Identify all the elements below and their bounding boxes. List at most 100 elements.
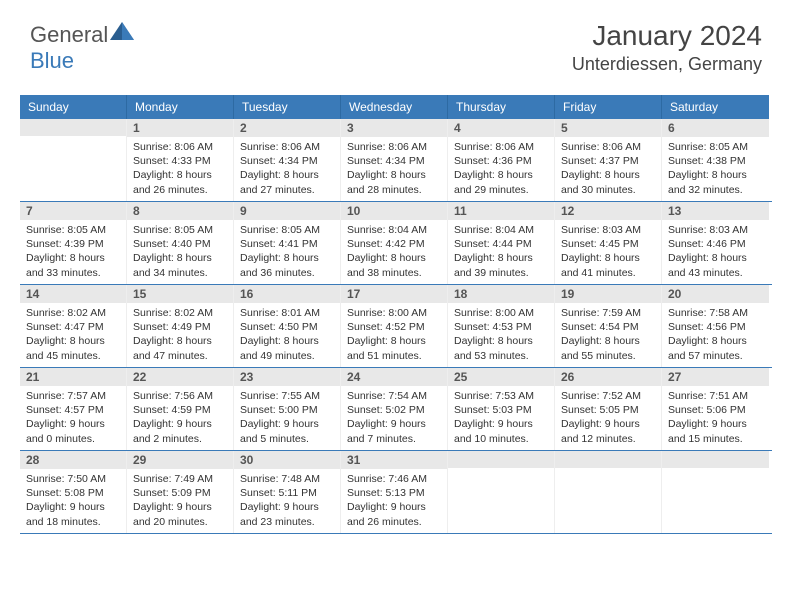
- sunset-text: Sunset: 5:00 PM: [240, 403, 334, 417]
- sunrise-text: Sunrise: 7:58 AM: [668, 306, 763, 320]
- daylight-text: Daylight: 9 hours and 23 minutes.: [240, 500, 334, 528]
- sunset-text: Sunset: 4:56 PM: [668, 320, 763, 334]
- daylight-text: Daylight: 9 hours and 26 minutes.: [347, 500, 441, 528]
- sunrise-text: Sunrise: 8:02 AM: [26, 306, 120, 320]
- day-number: 13: [662, 202, 769, 220]
- day-number: 19: [555, 285, 661, 303]
- day-cell: 25 Sunrise: 7:53 AMSunset: 5:03 PMDayligh…: [448, 368, 555, 450]
- sunrise-text: Sunrise: 7:56 AM: [133, 389, 227, 403]
- day-number-empty: [20, 119, 126, 136]
- day-cell: 11 Sunrise: 8:04 AMSunset: 4:44 PMDayligh…: [448, 202, 555, 284]
- day-info: Sunrise: 8:03 AMSunset: 4:45 PMDaylight:…: [561, 223, 655, 280]
- day-info: Sunrise: 8:02 AMSunset: 4:49 PMDaylight:…: [133, 306, 227, 363]
- sunrise-text: Sunrise: 7:59 AM: [561, 306, 655, 320]
- day-cell: 24Sunrise: 7:54 AMSunset: 5:02 PMDayligh…: [341, 368, 448, 450]
- day-cell: 14Sunrise: 8:02 AMSunset: 4:47 PMDayligh…: [20, 285, 127, 367]
- sunset-text: Sunset: 4:45 PM: [561, 237, 655, 251]
- day-info: Sunrise: 8:05 AMSunset: 4:40 PMDaylight:…: [133, 223, 227, 280]
- daylight-text: Daylight: 9 hours and 7 minutes.: [347, 417, 441, 445]
- week-row: 1Sunrise: 8:06 AMSunset: 4:33 PMDaylight…: [20, 119, 772, 202]
- day-number: 11: [448, 202, 554, 220]
- day-cell: 2Sunrise: 8:06 AMSunset: 4:34 PMDaylight…: [234, 119, 341, 201]
- day-info: Sunrise: 8:05 AMSunset: 4:41 PMDaylight:…: [240, 223, 334, 280]
- sunrise-text: Sunrise: 7:53 AM: [454, 389, 548, 403]
- sunset-text: Sunset: 4:41 PM: [240, 237, 334, 251]
- sunset-text: Sunset: 4:47 PM: [26, 320, 120, 334]
- week-row: 7Sunrise: 8:05 AMSunset: 4:39 PMDaylight…: [20, 202, 772, 285]
- sunrise-text: Sunrise: 8:00 AM: [454, 306, 548, 320]
- day-number: 29: [127, 451, 233, 469]
- sunset-text: Sunset: 5:09 PM: [133, 486, 227, 500]
- day-number: 1: [127, 119, 233, 137]
- sunrise-text: Sunrise: 7:46 AM: [347, 472, 441, 486]
- sunset-text: Sunset: 5:06 PM: [668, 403, 763, 417]
- day-cell: 21Sunrise: 7:57 AMSunset: 4:57 PMDayligh…: [20, 368, 127, 450]
- day-number: 21: [20, 368, 126, 386]
- day-number: 2: [234, 119, 340, 137]
- day-number: 22: [127, 368, 233, 386]
- daylight-text: Daylight: 9 hours and 2 minutes.: [133, 417, 227, 445]
- logo: GeneralBlue: [30, 20, 136, 74]
- week-row: 21Sunrise: 7:57 AMSunset: 4:57 PMDayligh…: [20, 368, 772, 451]
- logo-triangle-icon: [108, 20, 136, 42]
- sunrise-text: Sunrise: 8:01 AM: [240, 306, 334, 320]
- day-cell: 15 Sunrise: 8:02 AMSunset: 4:49 PMDayligh…: [127, 285, 234, 367]
- sunrise-text: Sunrise: 8:00 AM: [347, 306, 441, 320]
- day-headers-row: SundayMondayTuesdayWednesdayThursdayFrid…: [20, 95, 772, 119]
- sunrise-text: Sunrise: 7:50 AM: [26, 472, 120, 486]
- day-number-empty: [662, 451, 769, 468]
- day-number: 5: [555, 119, 661, 137]
- day-number: 26: [555, 368, 661, 386]
- day-info: Sunrise: 7:53 AMSunset: 5:03 PMDaylight:…: [454, 389, 548, 446]
- day-number: 28: [20, 451, 126, 469]
- sunrise-text: Sunrise: 7:55 AM: [240, 389, 334, 403]
- sunset-text: Sunset: 4:33 PM: [133, 154, 227, 168]
- day-number: 23: [234, 368, 340, 386]
- sunrise-text: Sunrise: 7:51 AM: [668, 389, 763, 403]
- sunset-text: Sunset: 4:40 PM: [133, 237, 227, 251]
- day-header-saturday: Saturday: [662, 95, 769, 119]
- sunset-text: Sunset: 4:57 PM: [26, 403, 120, 417]
- day-info: Sunrise: 7:46 AMSunset: 5:13 PMDaylight:…: [347, 472, 441, 529]
- sunset-text: Sunset: 4:34 PM: [240, 154, 334, 168]
- sunset-text: Sunset: 4:37 PM: [561, 154, 655, 168]
- day-header-thursday: Thursday: [448, 95, 555, 119]
- daylight-text: Daylight: 8 hours and 34 minutes.: [133, 251, 227, 279]
- day-cell: 30Sunrise: 7:48 AMSunset: 5:11 PMDayligh…: [234, 451, 341, 533]
- daylight-text: Daylight: 8 hours and 36 minutes.: [240, 251, 334, 279]
- sunrise-text: Sunrise: 8:02 AM: [133, 306, 227, 320]
- daylight-text: Daylight: 8 hours and 51 minutes.: [347, 334, 441, 362]
- day-number: 24: [341, 368, 447, 386]
- sunset-text: Sunset: 4:46 PM: [668, 237, 763, 251]
- day-info: Sunrise: 8:04 AMSunset: 4:44 PMDaylight:…: [454, 223, 548, 280]
- day-info: Sunrise: 8:04 AMSunset: 4:42 PMDaylight:…: [347, 223, 441, 280]
- day-cell: 10Sunrise: 8:04 AMSunset: 4:42 PMDayligh…: [341, 202, 448, 284]
- sunrise-text: Sunrise: 8:03 AM: [561, 223, 655, 237]
- week-row: 28Sunrise: 7:50 AMSunset: 5:08 PMDayligh…: [20, 451, 772, 534]
- day-number: 25: [448, 368, 554, 386]
- sunrise-text: Sunrise: 8:05 AM: [668, 140, 763, 154]
- day-number: 30: [234, 451, 340, 469]
- sunset-text: Sunset: 5:13 PM: [347, 486, 441, 500]
- day-info: Sunrise: 8:01 AMSunset: 4:50 PMDaylight:…: [240, 306, 334, 363]
- day-cell: 3Sunrise: 8:06 AMSunset: 4:34 PMDaylight…: [341, 119, 448, 201]
- sunset-text: Sunset: 5:02 PM: [347, 403, 441, 417]
- sunset-text: Sunset: 4:52 PM: [347, 320, 441, 334]
- sunset-text: Sunset: 4:34 PM: [347, 154, 441, 168]
- day-cell: 5Sunrise: 8:06 AMSunset: 4:37 PMDaylight…: [555, 119, 662, 201]
- day-number: 15: [127, 285, 233, 303]
- day-header-wednesday: Wednesday: [341, 95, 448, 119]
- sunrise-text: Sunrise: 8:05 AM: [26, 223, 120, 237]
- day-info: Sunrise: 8:06 AMSunset: 4:34 PMDaylight:…: [347, 140, 441, 197]
- day-info: Sunrise: 7:49 AMSunset: 5:09 PMDaylight:…: [133, 472, 227, 529]
- daylight-text: Daylight: 8 hours and 49 minutes.: [240, 334, 334, 362]
- day-cell: [448, 451, 555, 533]
- daylight-text: Daylight: 9 hours and 18 minutes.: [26, 500, 120, 528]
- title-block: January 2024 Unterdiessen, Germany: [572, 20, 762, 75]
- day-number: 6: [662, 119, 769, 137]
- daylight-text: Daylight: 8 hours and 43 minutes.: [668, 251, 763, 279]
- day-info: Sunrise: 7:59 AMSunset: 4:54 PMDaylight:…: [561, 306, 655, 363]
- day-cell: 31Sunrise: 7:46 AMSunset: 5:13 PMDayligh…: [341, 451, 448, 533]
- sunset-text: Sunset: 4:50 PM: [240, 320, 334, 334]
- daylight-text: Daylight: 8 hours and 27 minutes.: [240, 168, 334, 196]
